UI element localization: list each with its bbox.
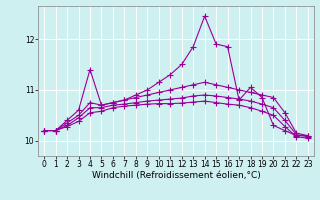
X-axis label: Windchill (Refroidissement éolien,°C): Windchill (Refroidissement éolien,°C) (92, 171, 260, 180)
